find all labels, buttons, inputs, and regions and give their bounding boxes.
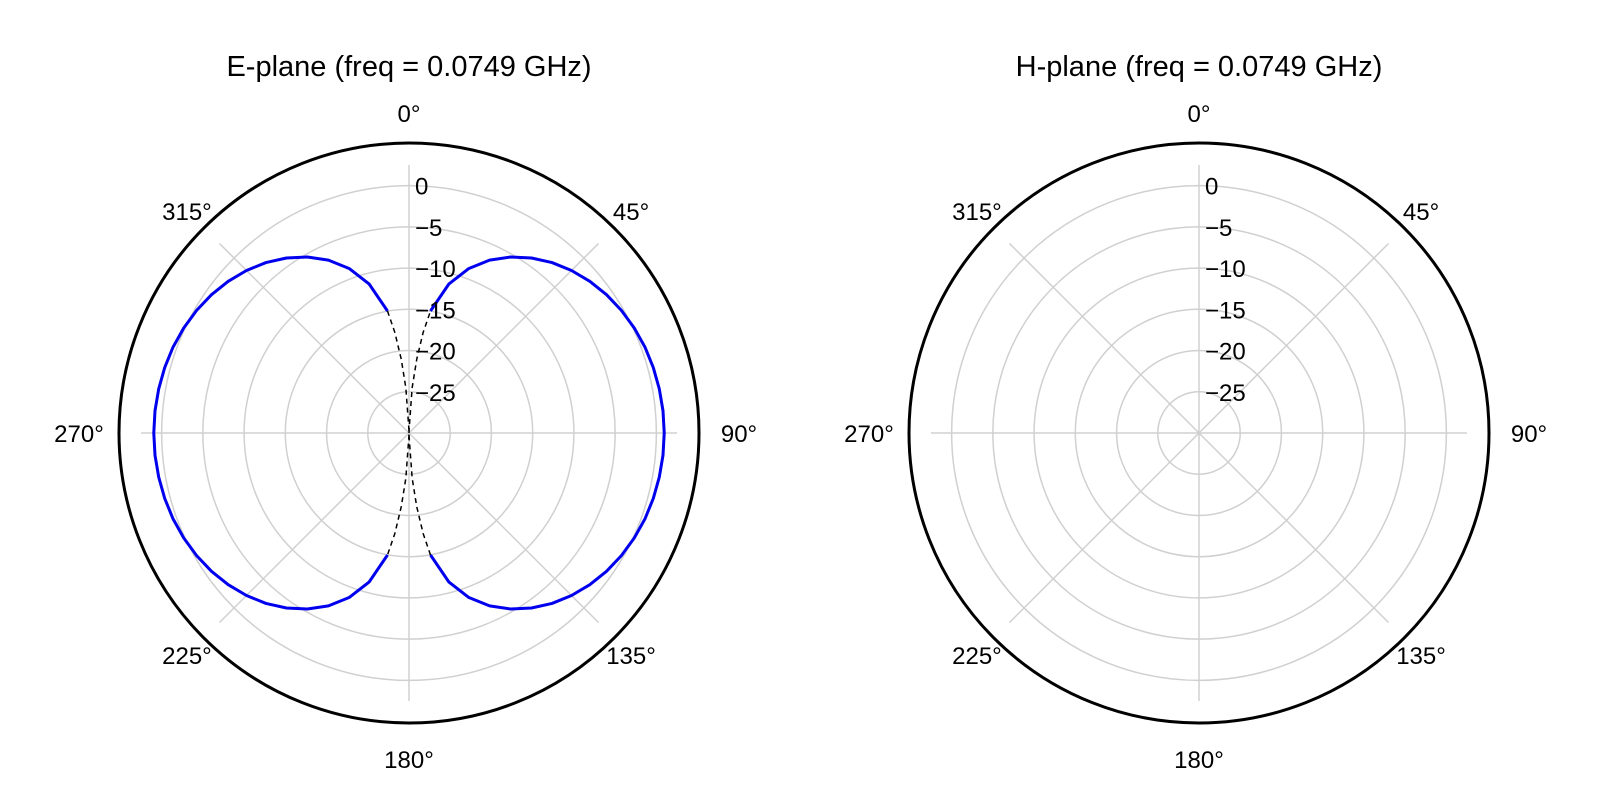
r-tick-label: 0 (415, 174, 428, 201)
e-plane-series-0-line (152, 255, 666, 611)
r-tick-label: −25 (415, 380, 456, 407)
e-plane-series-1-line (386, 310, 432, 556)
theta-gridline (1198, 242, 1390, 434)
theta-tick-label: 90° (721, 421, 757, 448)
theta-tick-label: 315° (952, 199, 1002, 226)
r-tick-label: −20 (415, 339, 456, 366)
r-tick-label: 0 (1205, 174, 1218, 201)
h-plane-title: H-plane (freq = 0.0749 GHz) (1016, 51, 1383, 83)
theta-tick-label: 45° (1403, 199, 1439, 226)
theta-gridline (1008, 242, 1200, 434)
theta-gridline (1008, 432, 1200, 624)
e-plane-theta-grid (141, 165, 677, 701)
e-plane-r-tick-labels: 0 −5 −10 −15 −20 −25 (415, 174, 456, 407)
theta-tick-label: 90° (1511, 421, 1547, 448)
r-tick-label: −10 (1205, 256, 1246, 283)
theta-gridline (408, 432, 600, 624)
theta-tick-label: 45° (613, 199, 649, 226)
theta-tick-label: 225° (952, 643, 1002, 670)
h-plane-theta-grid (931, 165, 1467, 701)
e-plane-outer-frame (117, 141, 701, 725)
theta-tick-label: 135° (606, 643, 656, 670)
r-tick-label: −5 (415, 215, 442, 242)
theta-tick-label: 270° (54, 421, 104, 448)
theta-gridline (408, 242, 600, 434)
r-tick-label: −5 (1205, 215, 1232, 242)
theta-gridline (218, 242, 410, 434)
r-tick-label: −15 (415, 297, 456, 324)
h-plane-plot: H-plane (freq = 0.0749 GHz) 0 −5 (844, 51, 1547, 774)
theta-tick-label: 315° (162, 199, 212, 226)
r-tick-label: −20 (1205, 339, 1246, 366)
theta-gridline (1198, 432, 1390, 624)
r-tick-label: −15 (1205, 297, 1246, 324)
h-plane-r-tick-labels: 0 −5 −10 −15 −20 −25 (1205, 174, 1246, 407)
e-plane-plot: E-plane (freq = 0.0749 GHz) 0 − (54, 51, 757, 774)
theta-tick-label: 180° (1174, 747, 1224, 774)
theta-tick-label: 0° (398, 101, 421, 128)
e-plane-series (152, 255, 666, 611)
theta-tick-label: 270° (844, 421, 894, 448)
theta-gridline (218, 432, 410, 624)
e-plane-theta-tick-labels: 0° 45° 90° 135° 180° 225° 270° 315° (54, 101, 757, 774)
e-plane-title: E-plane (freq = 0.0749 GHz) (226, 51, 591, 83)
theta-tick-label: 0° (1188, 101, 1211, 128)
r-tick-label: −25 (1205, 380, 1246, 407)
h-plane-theta-tick-labels: 0° 45° 90° 135° 180° 225° 270° 315° (844, 101, 1547, 774)
theta-tick-label: 135° (1396, 643, 1446, 670)
theta-tick-label: 225° (162, 643, 212, 670)
theta-tick-label: 180° (384, 747, 434, 774)
h-plane-outer-frame (907, 141, 1491, 725)
r-tick-label: −10 (415, 256, 456, 283)
